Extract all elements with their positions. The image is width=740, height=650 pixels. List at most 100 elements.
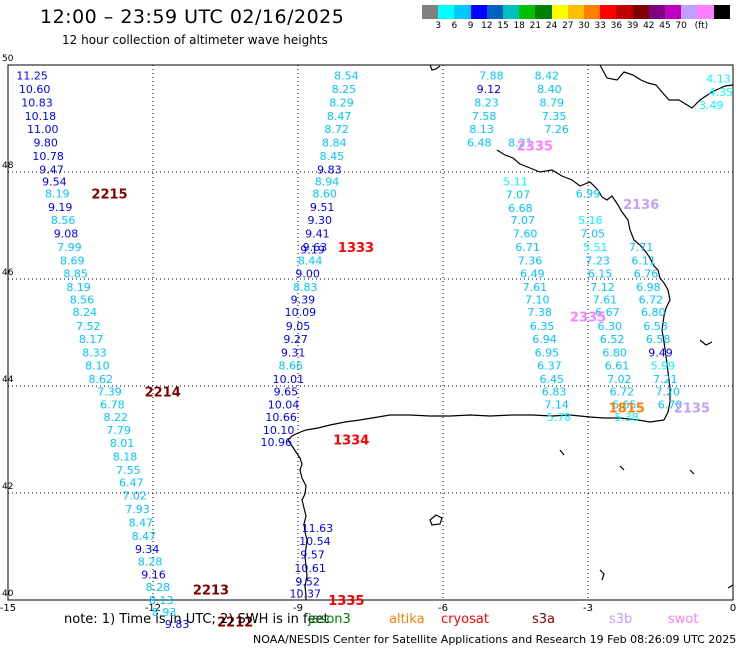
swh-value: 6.98 bbox=[636, 281, 661, 294]
swh-value: 5.38 bbox=[614, 411, 639, 424]
colorbar-swatch bbox=[632, 5, 649, 19]
pass-label: 2212 bbox=[217, 615, 253, 630]
swh-value: 8.54 bbox=[334, 70, 359, 83]
colorbar-label: 15 bbox=[497, 21, 509, 31]
swh-value: 6.70 bbox=[658, 399, 683, 412]
swh-value: 7.99 bbox=[57, 241, 82, 254]
swh-value: 7.26 bbox=[544, 123, 569, 136]
swh-value: 6.11 bbox=[631, 254, 656, 267]
x-tick-label: -15 bbox=[0, 603, 16, 614]
swh-value: 7.39 bbox=[97, 385, 122, 398]
colorbar-label: 45 bbox=[659, 21, 671, 31]
swh-value: 8.21 bbox=[508, 137, 533, 150]
swh-value: 9.51 bbox=[310, 201, 335, 214]
swh-value: 8.47 bbox=[129, 516, 154, 529]
swh-value: 8.56 bbox=[70, 293, 95, 306]
swh-value: 7.07 bbox=[511, 214, 536, 227]
swh-value: 7.52 bbox=[76, 320, 101, 333]
swh-value: 9.31 bbox=[281, 346, 306, 359]
swh-value: 5.78 bbox=[547, 411, 572, 424]
swh-value: 9.80 bbox=[33, 137, 58, 150]
colorbar-swatch bbox=[681, 5, 698, 19]
swh-value: 7.14 bbox=[544, 399, 569, 412]
swh-value: 8.17 bbox=[79, 333, 104, 346]
y-tick-label: 48 bbox=[2, 161, 14, 171]
swh-value: 10.96 bbox=[261, 436, 293, 449]
pass-label: 2136 bbox=[623, 198, 659, 213]
swh-value: 7.20 bbox=[656, 385, 681, 398]
colorbar-label: 6 bbox=[451, 21, 458, 31]
swh-value: 6.30 bbox=[598, 320, 623, 333]
colorbar-swatch bbox=[486, 5, 503, 19]
swh-value: 6.72 bbox=[639, 293, 664, 306]
colorbar-swatch bbox=[503, 5, 520, 19]
swh-value: 7.23 bbox=[585, 254, 610, 267]
swh-value: 9.30 bbox=[308, 214, 333, 227]
swh-value: 9.08 bbox=[54, 228, 79, 241]
swh-value: 8.79 bbox=[540, 96, 565, 109]
colorbar-label: 18 bbox=[513, 21, 525, 31]
swh-value: 6.72 bbox=[610, 385, 635, 398]
pass-label: 1815 bbox=[609, 401, 645, 416]
swh-value: 6.37 bbox=[537, 360, 562, 373]
swh-value: 10.54 bbox=[299, 535, 331, 548]
swh-value: 10.66 bbox=[265, 411, 297, 424]
swh-value: 7.12 bbox=[590, 281, 615, 294]
swh-value: 6.35 bbox=[530, 320, 555, 333]
swh-value: 11.25 bbox=[16, 70, 48, 83]
y-tick-label: 40 bbox=[2, 589, 14, 599]
x-tick-label: -9 bbox=[293, 603, 303, 614]
swh-value: 6.47 bbox=[119, 476, 144, 489]
colorbar-label: 9 bbox=[467, 21, 474, 31]
swh-value: 8.60 bbox=[312, 187, 337, 200]
swh-value: 8.24 bbox=[73, 306, 98, 319]
swh-value: 8.28 bbox=[138, 555, 163, 568]
swh-value: 9.65 bbox=[274, 385, 299, 398]
swh-value: 5.99 bbox=[651, 360, 676, 373]
swh-value: 6.71 bbox=[515, 241, 540, 254]
satellite-jason3: jason3 bbox=[308, 612, 351, 627]
swh-value: 6.80 bbox=[602, 346, 627, 359]
coastline bbox=[619, 465, 625, 471]
swh-value: 10.04 bbox=[268, 399, 300, 412]
colorbar-label: 24 bbox=[545, 21, 558, 31]
swh-value: 8.72 bbox=[324, 123, 349, 136]
swh-value: 9.83 bbox=[165, 618, 190, 631]
swh-value: 4.13 bbox=[706, 72, 731, 85]
colorbar-label: 30 bbox=[578, 21, 590, 31]
pass-label: 2213 bbox=[193, 583, 229, 598]
swh-value: 8.62 bbox=[89, 373, 114, 386]
swh-value: 7.61 bbox=[593, 293, 618, 306]
swh-value: 6.68 bbox=[508, 202, 533, 215]
colorbar-swatch bbox=[567, 5, 584, 19]
swh-value: 9.41 bbox=[305, 228, 330, 241]
colorbar-label: 21 bbox=[529, 21, 542, 31]
swh-value: 10.01 bbox=[273, 373, 305, 386]
swh-value: 10.60 bbox=[19, 83, 51, 96]
swh-value: 7.60 bbox=[513, 228, 538, 241]
swh-value: 10.61 bbox=[294, 562, 326, 575]
pass-label: 2335 bbox=[570, 310, 606, 325]
swh-value: 6.83 bbox=[542, 385, 567, 398]
pass-label: 2135 bbox=[674, 401, 710, 416]
swh-value: 9.16 bbox=[141, 568, 166, 581]
colorbar-label: (ft) bbox=[694, 21, 709, 31]
swh-value: 10.78 bbox=[32, 150, 64, 163]
coastline bbox=[689, 469, 695, 475]
swh-value: 8.42 bbox=[535, 70, 560, 83]
coastline bbox=[496, 149, 671, 421]
swh-value: 8.85 bbox=[63, 268, 88, 281]
x-tick-label: 0 bbox=[730, 603, 736, 614]
colorbar-swatch bbox=[519, 5, 536, 19]
chart-title: 12:00 – 23:59 UTC 02/16/2025 bbox=[40, 6, 345, 28]
chart-subtitle: 12 hour collection of altimeter wave hei… bbox=[62, 33, 328, 47]
swh-value: 8.19 bbox=[66, 281, 91, 294]
swh-value: 9.57 bbox=[300, 549, 325, 562]
swh-value: 6.53 bbox=[643, 320, 668, 333]
swh-value: 9.63 bbox=[303, 241, 328, 254]
credit-line: NOAA/NESDIS Center for Satellite Applica… bbox=[253, 633, 737, 646]
swh-value: 9.19 bbox=[48, 201, 73, 214]
swh-value: 9.00 bbox=[295, 268, 320, 281]
swh-value: 8.13 bbox=[149, 594, 174, 607]
